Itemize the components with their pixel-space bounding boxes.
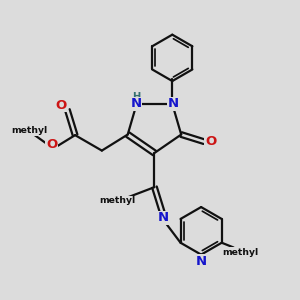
Text: methyl: methyl bbox=[99, 196, 135, 205]
Text: O: O bbox=[55, 99, 67, 112]
Text: N: N bbox=[130, 98, 142, 110]
Text: O: O bbox=[205, 135, 216, 148]
Text: methyl: methyl bbox=[11, 126, 48, 135]
Text: methyl: methyl bbox=[222, 248, 258, 257]
Text: N: N bbox=[167, 98, 178, 110]
Text: H: H bbox=[132, 92, 140, 102]
Text: O: O bbox=[46, 138, 57, 152]
Text: N: N bbox=[158, 211, 169, 224]
Text: N: N bbox=[196, 255, 207, 268]
